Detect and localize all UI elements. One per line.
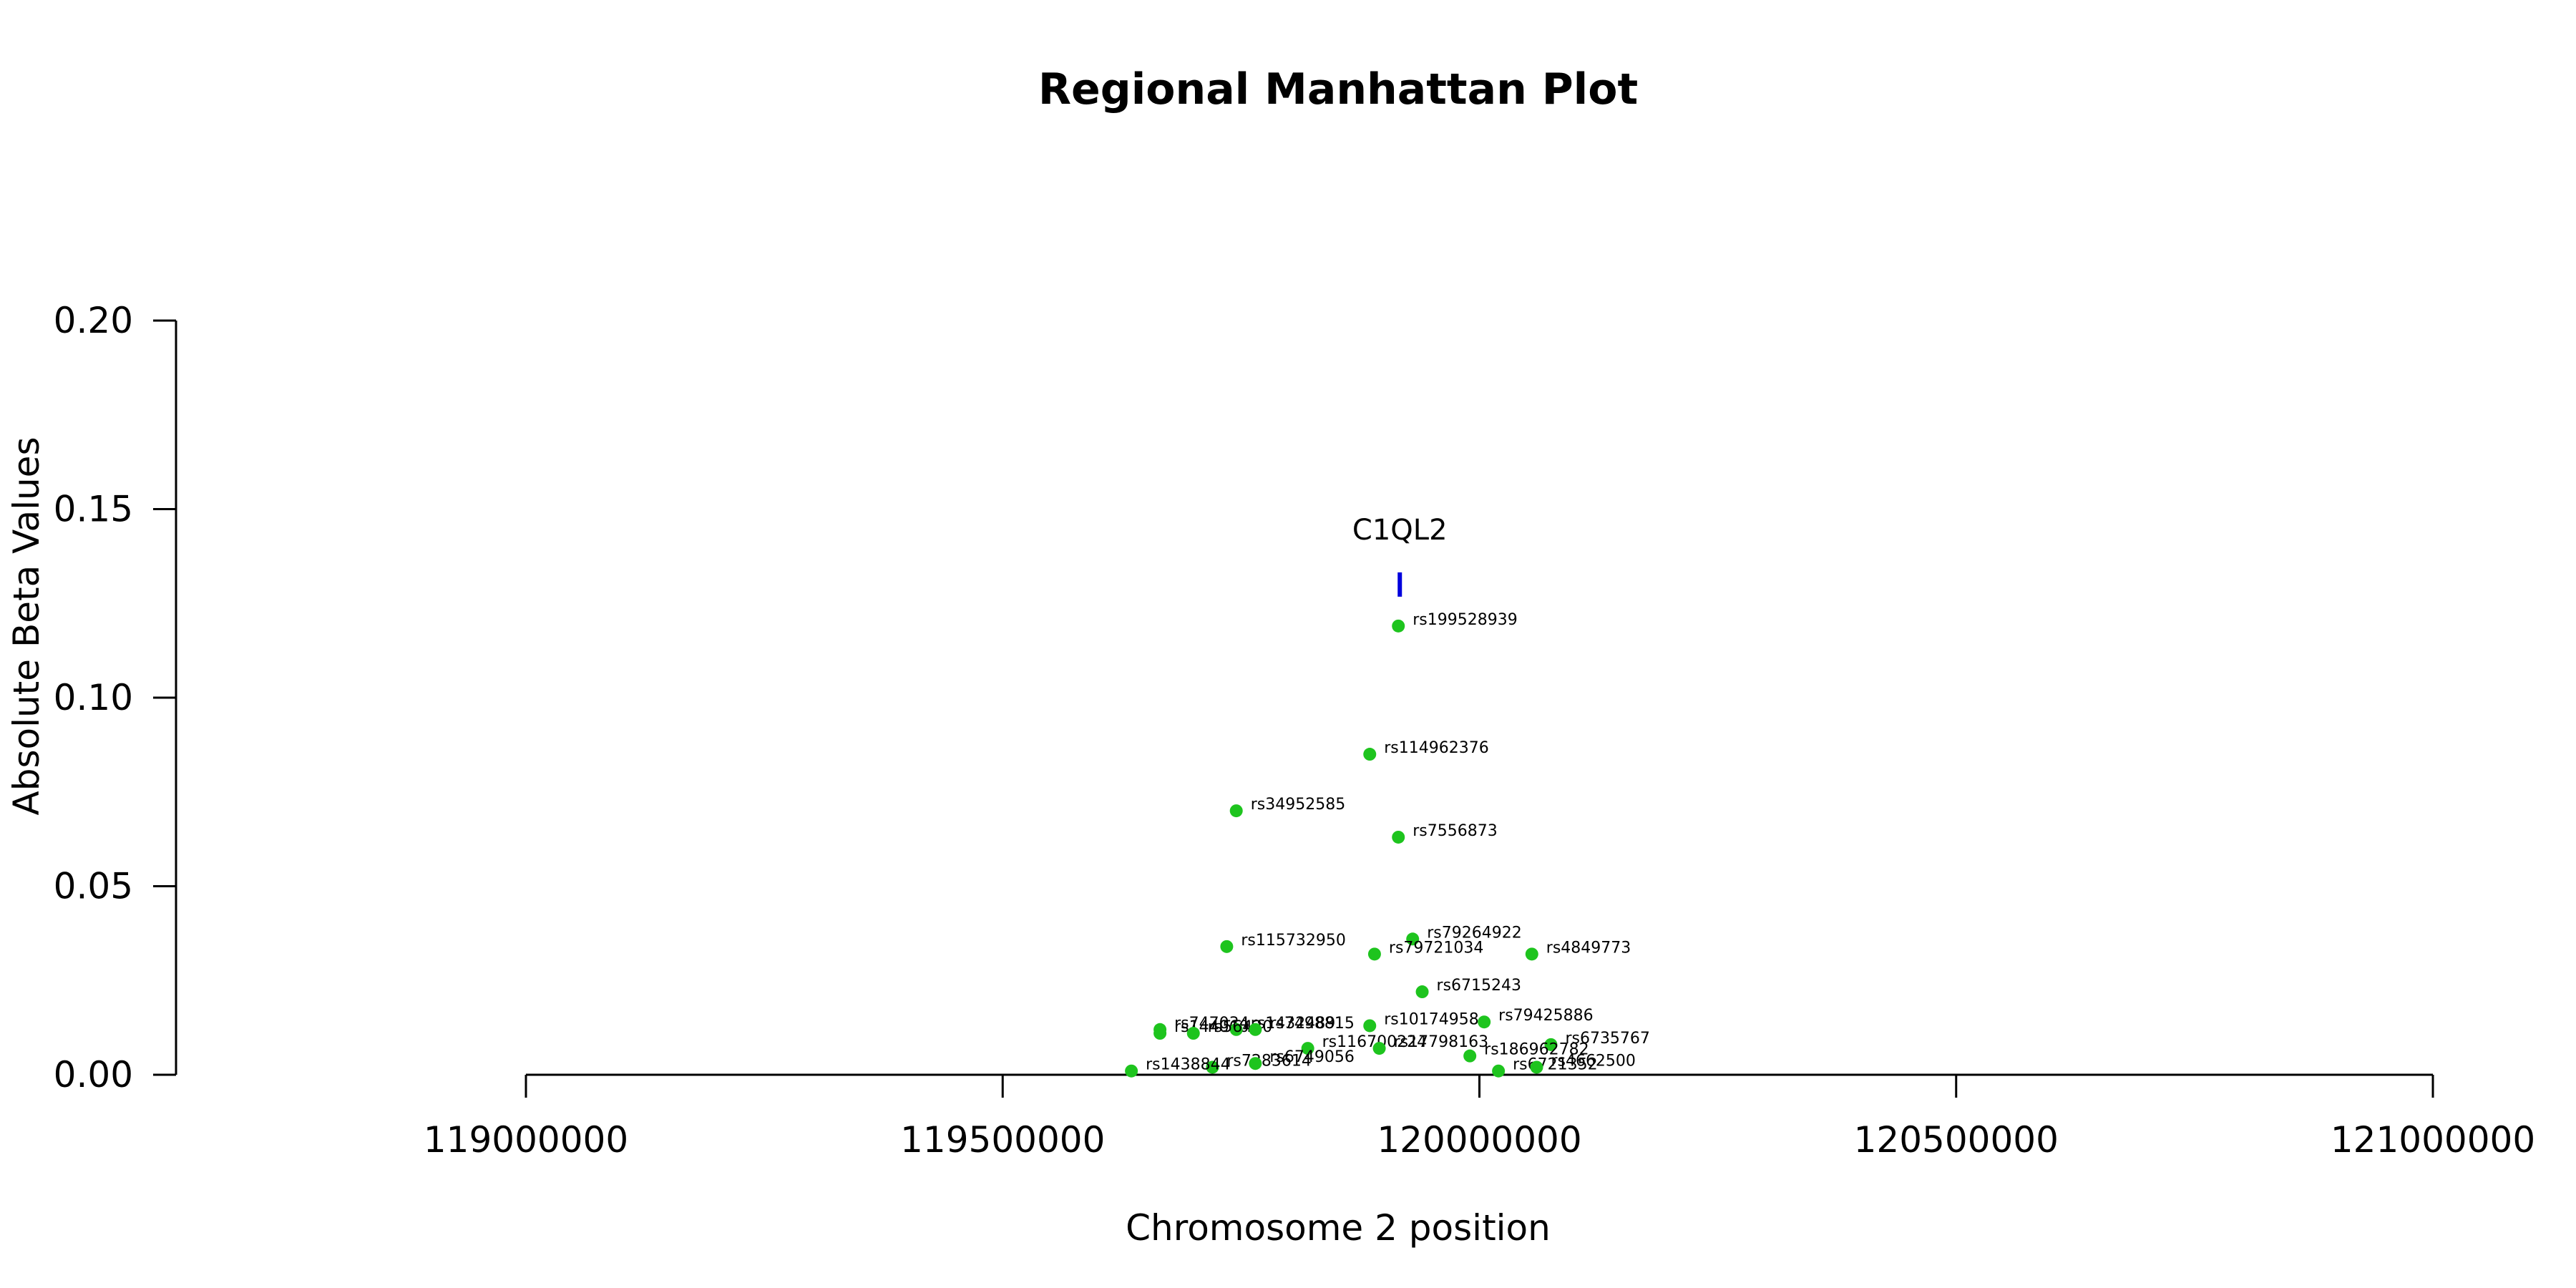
gene-label: C1QL2 — [1352, 514, 1448, 547]
data-point — [1229, 1023, 1243, 1036]
gene-annotation: C1QL2 — [1352, 514, 1448, 597]
data-point — [1367, 947, 1381, 961]
data-point — [1392, 619, 1405, 633]
data-point — [1229, 804, 1243, 818]
snp-label: rs6721352 — [1513, 1056, 1598, 1074]
snp-label: rs79425886 — [1498, 1007, 1593, 1025]
snp-label: rs7498815 — [1269, 1015, 1355, 1033]
snp-label: rs34952585 — [1251, 796, 1345, 814]
snp-label: rs10174958 — [1384, 1010, 1478, 1028]
snp-label: rs6749056 — [1269, 1048, 1355, 1066]
snp-label: rs115732950 — [1241, 932, 1345, 950]
snp-label: rs114962376 — [1384, 739, 1488, 757]
x-axis-label: Chromosome 2 position — [1126, 1207, 1551, 1249]
x-tick-label: 119000000 — [424, 1119, 628, 1161]
data-point — [1372, 1042, 1386, 1055]
data-point — [1530, 1060, 1543, 1074]
snp-label: rs1438844 — [1146, 1056, 1231, 1074]
x-tick-label: 121000000 — [2331, 1119, 2535, 1161]
snp-label: rs4849773 — [1546, 939, 1631, 957]
data-point — [1249, 1023, 1262, 1036]
snp-label: rs6715243 — [1437, 977, 1522, 995]
data-point — [1186, 1027, 1200, 1040]
data-point — [1363, 748, 1377, 761]
data-point — [1249, 1057, 1262, 1070]
snp-label: rs6735767 — [1565, 1030, 1650, 1048]
data-points: rs199528939 rs114962376 rs34952585 rs755687… — [1125, 611, 1650, 1078]
snp-label: rs79264922 — [1427, 924, 1521, 942]
data-point — [1463, 1049, 1477, 1063]
y-tick-label: 0.15 — [54, 489, 133, 530]
snp-label: rs199528939 — [1413, 611, 1517, 629]
data-point — [1478, 1015, 1491, 1029]
y-axis: 0.00 0.05 0.10 0.15 0.20 — [54, 300, 177, 1096]
snp-label: rs7283614 — [1226, 1052, 1312, 1070]
data-point — [1544, 1038, 1558, 1051]
snp-label: rs17798163 — [1394, 1033, 1488, 1051]
y-tick-label: 0.10 — [54, 677, 133, 718]
snp-label: rs56420 — [1208, 1018, 1273, 1036]
snp-label: rs186962782 — [1484, 1041, 1589, 1059]
snp-label: rs4662500 — [1551, 1052, 1636, 1070]
data-point — [1415, 985, 1429, 999]
data-point — [1525, 947, 1538, 961]
chart-title: Regional Manhattan Plot — [1038, 64, 1638, 114]
data-point — [1301, 1042, 1314, 1055]
x-tick-label: 120000000 — [1377, 1119, 1581, 1161]
snp-label: rs79721034 — [1389, 939, 1483, 957]
y-tick-label: 0.20 — [54, 300, 133, 341]
x-axis: 119000000 119500000 120000000 120500000 1210… — [424, 1073, 2535, 1161]
x-tick-label: 119500000 — [900, 1119, 1105, 1161]
snp-label: rs7556873 — [1413, 822, 1498, 840]
y-tick-label: 0.00 — [54, 1054, 133, 1096]
data-point — [1392, 830, 1405, 844]
x-tick-label: 120500000 — [1854, 1119, 2059, 1161]
data-point — [1406, 932, 1420, 946]
data-point — [1220, 940, 1234, 953]
snp-label: rs1432489 — [1251, 1015, 1336, 1033]
y-tick-label: 0.05 — [54, 866, 133, 907]
gene-marker — [1397, 572, 1402, 597]
data-point — [1206, 1060, 1219, 1074]
data-point — [1363, 1019, 1377, 1033]
data-point — [1153, 1027, 1167, 1040]
data-point — [1492, 1064, 1506, 1078]
y-axis-label: Absolute Beta Values — [6, 437, 47, 816]
data-point — [1125, 1064, 1138, 1078]
